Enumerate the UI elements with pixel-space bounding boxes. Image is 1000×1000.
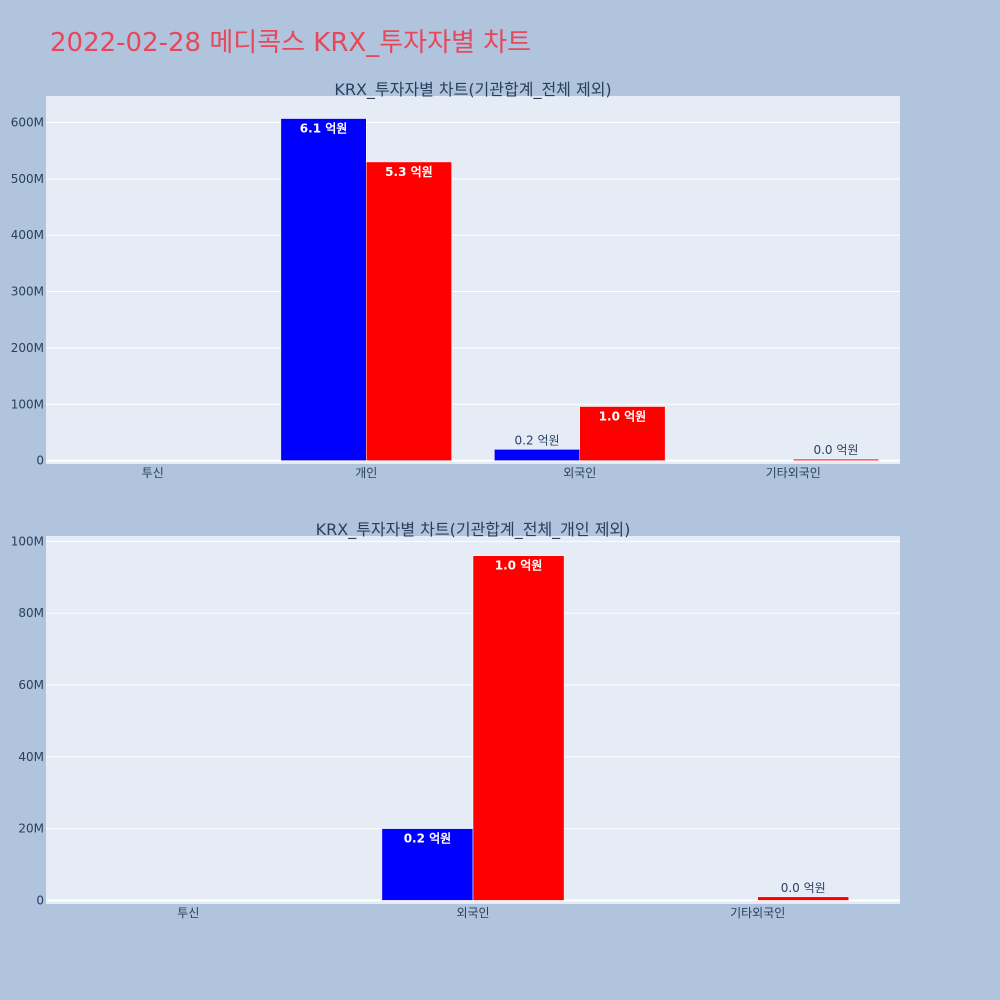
bar	[579, 406, 666, 461]
x-tick-label: 투신	[177, 906, 199, 920]
y-tick-label: 200M	[11, 341, 44, 355]
data-label: 5.3 억원	[385, 165, 433, 179]
data-label: 0.2 억원	[515, 433, 560, 447]
data-label: 1.0 억원	[495, 559, 543, 573]
bar	[280, 118, 367, 461]
y-tick-label: 500M	[11, 172, 44, 186]
chart-title: KRX_투자자별 차트(기관합계_전체_개인 제외)	[316, 520, 631, 540]
bar	[793, 458, 879, 461]
bar	[472, 555, 565, 901]
y-tick-label: 80M	[18, 606, 44, 620]
x-tick-label: 기타외국인	[766, 466, 821, 480]
y-tick-label: 100M	[11, 397, 44, 411]
y-tick-label: 0	[36, 454, 44, 468]
y-tick-label: 300M	[11, 285, 44, 299]
plot-area-1	[46, 96, 900, 464]
chart-title: KRX_투자자별 차트(기관합계_전체 제외)	[334, 80, 611, 100]
y-tick-label: 20M	[18, 822, 44, 836]
y-tick-label: 100M	[11, 534, 44, 548]
y-tick-label: 40M	[18, 750, 44, 764]
bar	[494, 449, 581, 461]
x-tick-label: 투신	[142, 466, 164, 480]
x-tick-label: 외국인	[456, 906, 489, 920]
data-label: 0.0 억원	[781, 881, 826, 895]
data-label: 1.0 억원	[599, 410, 647, 424]
y-tick-label: 0	[36, 893, 44, 907]
bar	[366, 161, 452, 461]
x-tick-label: 기타외국인	[730, 906, 785, 920]
y-tick-label: 400M	[11, 228, 44, 242]
bar	[381, 828, 474, 901]
page-title: 2022-02-28 메디콕스 KRX_투자자별 차트	[50, 28, 532, 58]
y-tick-label: 60M	[18, 678, 44, 692]
data-label: 6.1 억원	[300, 122, 348, 136]
data-label: 0.2 억원	[404, 832, 452, 846]
data-label: 0.0 억원	[813, 443, 858, 457]
x-tick-label: 개인	[355, 466, 377, 480]
x-tick-label: 외국인	[563, 466, 596, 480]
y-tick-label: 600M	[11, 115, 44, 129]
bar	[757, 896, 850, 901]
